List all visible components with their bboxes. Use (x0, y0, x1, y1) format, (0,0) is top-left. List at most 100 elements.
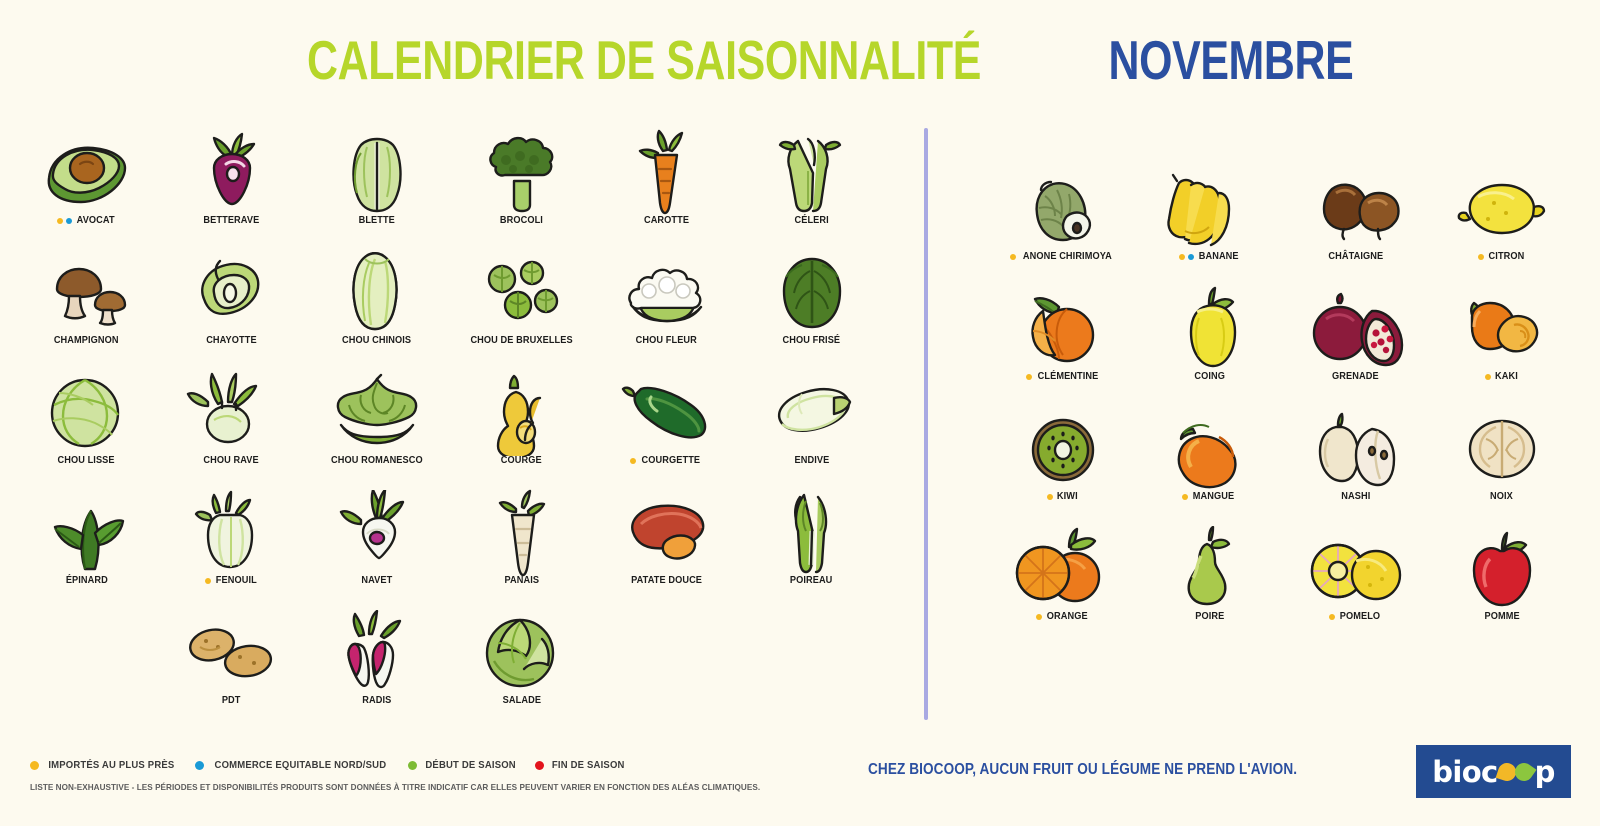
item-caption: CHAMPIGNON (51, 335, 121, 346)
legend-dot-r (534, 761, 544, 770)
season-dot-y (1182, 493, 1189, 500)
item-label: FENOUIL (215, 575, 257, 586)
avocat-illustration (35, 132, 139, 214)
vegetables-item[interactable]: CHOU FRISÉ (739, 250, 884, 370)
banane-illustration (1157, 168, 1261, 250)
season-dot-y (630, 457, 637, 464)
item-caption: ÉPINARD (64, 575, 110, 586)
item-label: ORANGE (1047, 611, 1089, 622)
item-caption: COING (1193, 371, 1226, 382)
chou-chinois-illustration (335, 252, 419, 334)
vegetables-item[interactable]: CHOU CHINOIS (304, 250, 449, 370)
vegetables-item[interactable]: POIREAU (739, 490, 884, 610)
vegetables-item[interactable]: CHAMPIGNON (14, 250, 159, 370)
vegetables-item[interactable]: CHOU DE BRUXELLES (449, 250, 594, 370)
legend-label: COMMERCE EQUITABLE NORD/SUD (214, 760, 387, 771)
chou-fleur-illustration (617, 252, 717, 334)
coing-illustration (1165, 286, 1253, 370)
vegetables-item[interactable]: PANAIS (449, 489, 594, 610)
fruits-item[interactable]: COING (1136, 286, 1282, 406)
item-label: CHOU CHINOIS (341, 335, 412, 346)
vegetables-item[interactable]: BROCOLI (449, 130, 594, 250)
biocoop-logo[interactable]: bioc p (1416, 745, 1571, 798)
fruits-item[interactable]: POMELO (1283, 526, 1429, 646)
item-label: BLETTE (358, 215, 395, 226)
pomelo-illustration (1306, 528, 1406, 610)
kiwi-illustration (1019, 408, 1107, 490)
vegetables-item[interactable]: NAVET (304, 490, 449, 610)
fruits-item[interactable]: NASHI (1283, 406, 1429, 526)
item-caption: BETTERAVE (201, 215, 262, 226)
legend-item: DÉBUT DE SAISON (407, 760, 518, 771)
vegetables-item[interactable]: BETTERAVE (159, 130, 304, 250)
fruits-item[interactable]: ORANGE (990, 526, 1136, 646)
fruits-item[interactable]: KIWI (990, 406, 1136, 526)
fruits-item[interactable]: NOIX (1429, 406, 1575, 526)
item-caption: CHOU DE BRUXELLES (466, 335, 577, 346)
vegetables-item[interactable]: PATATE DOUCE (594, 490, 739, 610)
fruits-item[interactable]: BANANE (1136, 166, 1282, 286)
item-caption: CHOU RAVE (201, 455, 261, 466)
fruits-item[interactable]: GRENADE (1283, 286, 1429, 406)
vegetables-item[interactable]: CHAYOTTE (159, 250, 304, 370)
fruits-item[interactable]: MANGUE (1136, 406, 1282, 526)
chou-romanesco-illustration (327, 372, 427, 454)
chou-frise-illustration (768, 252, 856, 334)
vegetables-item[interactable]: RADIS (304, 610, 449, 730)
vegetables-item[interactable]: ENDIVE (739, 370, 884, 490)
vegetables-item[interactable]: AVOCAT (14, 130, 159, 250)
legend-item: FIN DE SAISON (534, 760, 627, 771)
fruits-item[interactable]: KAKI (1429, 286, 1575, 406)
item-caption: CÉLERI (793, 215, 830, 226)
item-label: MANGUE (1193, 491, 1235, 502)
item-caption: CITRON (1477, 251, 1526, 262)
item-label: GRENADE (1332, 371, 1379, 382)
vegetables-item[interactable]: PDT (159, 610, 304, 730)
fruits-item[interactable]: CITRON (1429, 166, 1575, 286)
item-label: AVOCAT (76, 215, 115, 226)
vegetables-item[interactable]: CÉLERI (739, 130, 884, 250)
vegetables-item[interactable]: SALADE (449, 610, 594, 730)
vegetables-item[interactable]: CHOU LISSE (14, 370, 159, 490)
vegetables-item[interactable]: COURGETTE (594, 370, 739, 490)
chou-lisse-illustration (39, 372, 135, 454)
item-label: ANONE CHIRIMOYA (1023, 251, 1113, 262)
anone-illustration (1015, 168, 1111, 250)
vegetables-item[interactable]: BLETTE (304, 130, 449, 250)
item-label: POMELO (1339, 611, 1381, 622)
item-label: PATATE DOUCE (631, 575, 702, 586)
item-label: CAROTTE (643, 215, 690, 226)
season-dot-y (1329, 613, 1336, 620)
item-label: COURGETTE (641, 455, 701, 466)
vegetables-item[interactable]: COURGE (449, 370, 594, 490)
item-caption: POMME (1483, 611, 1521, 622)
fruits-item[interactable]: CLÉMENTINE (990, 286, 1136, 406)
item-caption: PANAIS (503, 575, 541, 586)
courgette-illustration (617, 372, 717, 454)
vegetables-item[interactable]: CHOU FLEUR (594, 250, 739, 370)
vegetables-item[interactable]: FENOUIL (159, 490, 304, 610)
season-dot-y (56, 217, 63, 224)
legend-label: DÉBUT DE SAISON (424, 760, 516, 771)
fruits-item[interactable]: POIRE (1136, 526, 1282, 646)
fruits-item[interactable]: POMME (1429, 526, 1575, 646)
fruits-item[interactable]: CHÂTAIGNE (1283, 166, 1429, 286)
vegetables-item[interactable]: CAROTTE (594, 129, 739, 250)
season-dot-b (1187, 253, 1194, 260)
noix-illustration (1456, 408, 1548, 490)
item-caption: AVOCAT (56, 215, 116, 226)
item-label: CHOU ROMANESCO (330, 455, 423, 466)
vegetables-item[interactable]: CHOU ROMANESCO (304, 370, 449, 490)
item-caption: GRENADE (1330, 371, 1381, 382)
celeri-illustration (764, 132, 860, 214)
logo-text-right: p (1534, 754, 1556, 789)
season-dot-y (1484, 373, 1491, 380)
vegetables-item[interactable]: CHOU RAVE (159, 370, 304, 490)
item-label: BANANE (1198, 251, 1239, 262)
item-label: CITRON (1488, 251, 1525, 262)
legend-dot-b (194, 761, 204, 770)
vegetables-item[interactable]: ÉPINARD (14, 490, 159, 610)
fruits-item[interactable]: ANONE CHIRIMOYA (990, 166, 1136, 286)
legend-dot-g (407, 761, 417, 770)
